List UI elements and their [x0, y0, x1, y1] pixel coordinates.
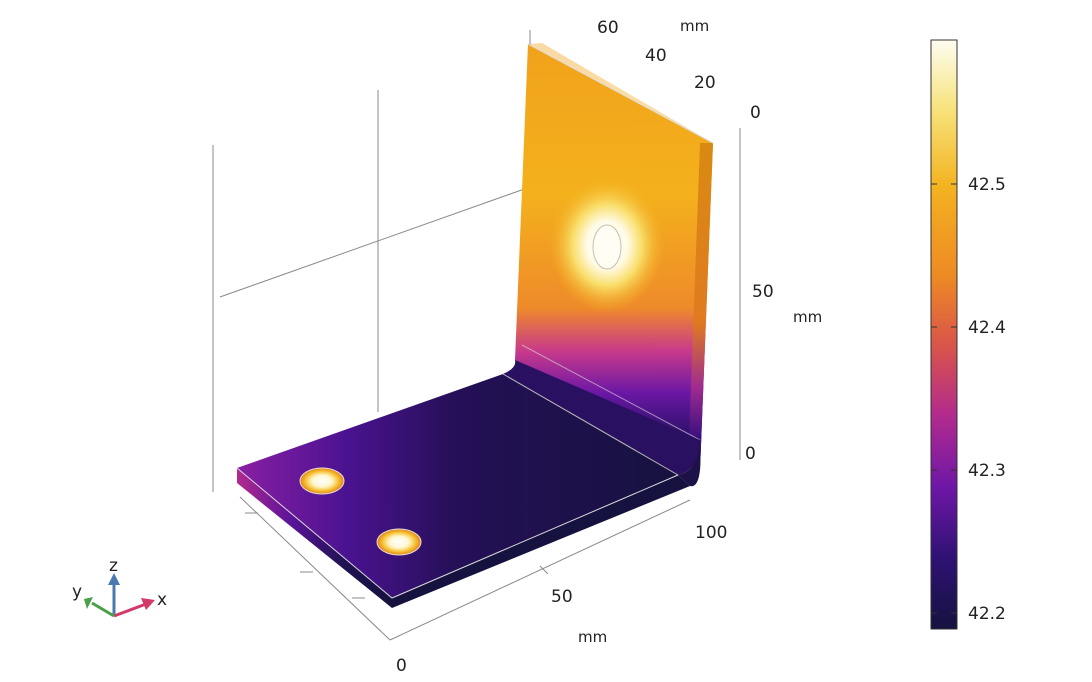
triad-y-label: y: [72, 582, 82, 602]
z-tick: 0: [745, 444, 756, 464]
colorbar-tick: 42.4: [968, 318, 1006, 338]
base-hole-1: [299, 467, 345, 495]
z-axis-ticks: 50 0 mm: [745, 282, 822, 464]
y-axis-arrow-icon: [84, 597, 93, 609]
triad-z-label: z: [109, 556, 118, 576]
y-axis-ticks: 60 40 20 0 mm: [597, 17, 761, 123]
colorbar-tick: 42.3: [968, 461, 1006, 481]
vertical-plate-hole: [592, 224, 622, 270]
colorbar: 42.5 42.4 42.3 42.2: [930, 39, 1006, 630]
y-tick: 0: [750, 103, 761, 123]
y-tick: 60: [597, 18, 619, 38]
z-axis-arrow-icon: [108, 573, 120, 585]
y-tick: 40: [645, 46, 667, 66]
y-unit: mm: [680, 17, 709, 35]
x-axis-arrow-icon: [141, 598, 155, 610]
colorbar-tick: 42.5: [968, 175, 1006, 195]
bracket-bend: [503, 360, 700, 475]
coordinate-triad: z x y: [72, 556, 167, 618]
z-unit: mm: [793, 308, 822, 326]
x-unit: mm: [578, 628, 607, 646]
z-tick: 50: [752, 282, 774, 302]
x-tick: 100: [695, 523, 727, 543]
x-tick: 50: [551, 587, 573, 607]
colorbar-tick: 42.2: [968, 604, 1006, 624]
triad-x-label: x: [157, 590, 167, 610]
base-hole-2: [376, 528, 422, 556]
x-tick: 0: [396, 656, 407, 676]
x-axis-ticks: 100 50 0 mm: [396, 523, 727, 676]
bracket-vertical-plate: [515, 43, 714, 470]
y-tick: 20: [694, 73, 716, 93]
colorbar-gradient: [930, 39, 958, 630]
bracket-base: [236, 373, 700, 608]
